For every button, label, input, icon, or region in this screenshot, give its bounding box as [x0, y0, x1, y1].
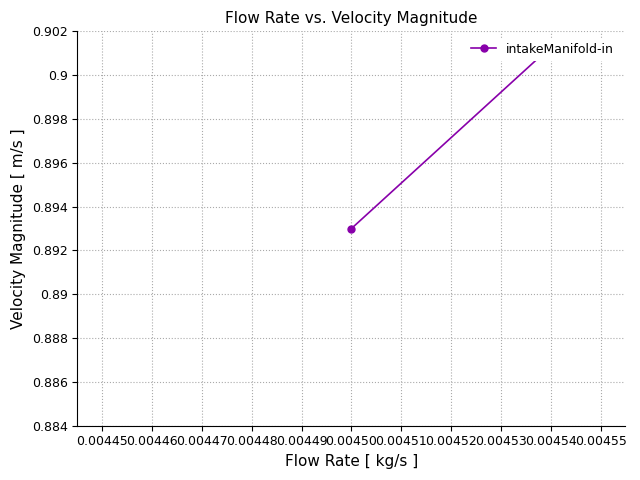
intakeManifold-in — [547, 44, 555, 49]
intakeManifold-in — [348, 226, 355, 231]
Title: Flow Rate vs. Velocity Magnitude: Flow Rate vs. Velocity Magnitude — [225, 11, 477, 26]
Y-axis label: Velocity Magnitude [ m/s ]: Velocity Magnitude [ m/s ] — [11, 128, 26, 329]
X-axis label: Flow Rate [ kg/s ]: Flow Rate [ kg/s ] — [285, 454, 418, 469]
Line: intakeManifold-in: intakeManifold-in — [348, 43, 554, 232]
Legend: intakeManifold-in: intakeManifold-in — [467, 38, 620, 60]
